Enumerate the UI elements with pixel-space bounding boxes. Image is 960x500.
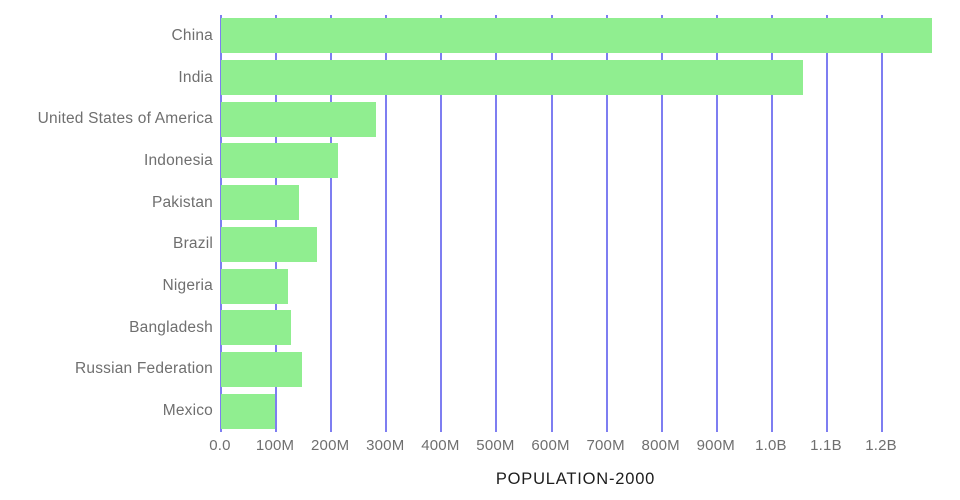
bar-india (221, 60, 804, 96)
gridline-700M (605, 15, 608, 432)
y-axis-label: Mexico (162, 402, 213, 420)
x-tick-label: 300M (366, 437, 405, 454)
x-tick-label: 100M (255, 437, 295, 454)
x-tick-label: 1.2B (865, 437, 897, 454)
bar-brazil (221, 226, 318, 262)
gridline-100M (275, 15, 278, 432)
gridline-600M (550, 15, 553, 432)
x-tick-label: 400M (421, 437, 460, 454)
x-tick-label: 1.0B (755, 437, 787, 454)
x-tick-label: 1.1B (810, 437, 842, 454)
bar-indonesia (221, 143, 338, 179)
bar-mexico (221, 393, 276, 429)
gridline-400M (440, 15, 443, 432)
y-axis-label: Brazil (173, 235, 213, 253)
x-tick-label: 700M (586, 437, 625, 454)
y-axis-label: Pakistan (151, 193, 213, 211)
y-axis-label: China (171, 26, 213, 44)
x-tick-label: 800M (641, 437, 680, 454)
bar-china (221, 18, 932, 54)
y-axis-label: Bangladesh (129, 318, 213, 336)
x-tick-label: 900M (696, 437, 735, 454)
gridline-300M (385, 15, 388, 432)
gridline-1.0B (770, 15, 773, 432)
y-axis-label: Indonesia (143, 151, 213, 169)
x-tick-label: 200M (311, 437, 350, 454)
gridline-0.0 (220, 15, 222, 432)
bar-russian-federation (221, 351, 302, 387)
gridline-900M (715, 15, 718, 432)
bar-bangladesh (221, 310, 292, 346)
chart-title: POPULATION-2000 (495, 470, 656, 488)
x-tick-label: 0.0 (209, 437, 231, 454)
gridline-200M (330, 15, 333, 432)
bar-united-states-of-america (221, 101, 377, 137)
bar-pakistan (221, 185, 300, 221)
y-axis-label: Nigeria (162, 277, 213, 295)
y-axis-label: United States of America (37, 110, 213, 128)
y-axis-label: Russian Federation (74, 360, 213, 378)
x-tick-label: 600M (531, 437, 570, 454)
plot-area (220, 15, 932, 432)
bar-nigeria (221, 268, 289, 304)
gridline-1.1B (825, 15, 828, 432)
y-axis-label: India (178, 68, 213, 86)
x-tick-label: 500M (476, 437, 515, 454)
gridline-800M (660, 15, 663, 432)
gridline-500M (495, 15, 498, 432)
gridline-1.2B (881, 15, 884, 432)
